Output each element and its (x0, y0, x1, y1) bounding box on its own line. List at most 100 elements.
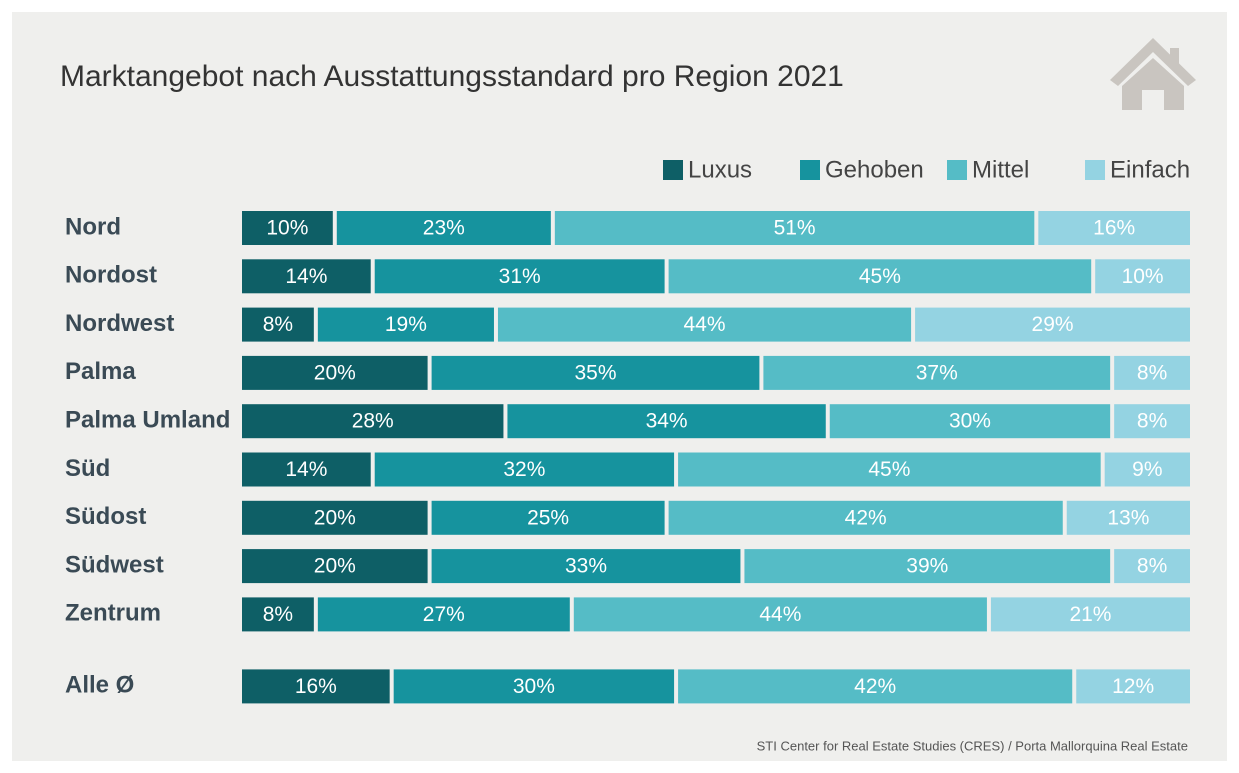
value-label: 51% (774, 217, 816, 240)
bar-segment (242, 259, 371, 294)
legend-label: Einfach (1110, 156, 1190, 183)
value-label: 20% (314, 555, 356, 578)
value-label: 16% (295, 675, 337, 698)
value-label: 37% (916, 361, 958, 384)
value-label: 20% (314, 506, 356, 529)
bar-segment (374, 259, 665, 294)
bar-segment (1104, 452, 1190, 487)
bar-segment (431, 355, 760, 390)
category-label: Südost (65, 503, 146, 530)
category-label: Nordost (65, 262, 157, 289)
house-icon (1110, 38, 1196, 110)
chart-title: Marktangebot nach Ausstattungsstandard p… (60, 60, 844, 93)
value-label: 28% (352, 410, 394, 433)
value-label: 14% (285, 458, 327, 481)
value-label: 8% (263, 313, 293, 336)
bar-segment (744, 549, 1111, 584)
value-label: 20% (314, 361, 356, 384)
value-label: 19% (385, 313, 427, 336)
legend-label: Mittel (972, 156, 1029, 183)
category-label: Südwest (65, 551, 164, 578)
bar-segment (668, 259, 1092, 294)
bar-segment (1114, 404, 1190, 439)
value-label: 8% (1137, 410, 1167, 433)
bar-segment (678, 669, 1073, 704)
category-label: Nord (65, 213, 121, 240)
value-label: 45% (868, 458, 910, 481)
value-label: 13% (1107, 506, 1149, 529)
category-label: Zentrum (65, 600, 161, 627)
bar-segment (242, 452, 371, 487)
bar-segment (915, 307, 1190, 342)
legend-swatch (800, 160, 820, 180)
value-label: 44% (684, 313, 726, 336)
source: STI Center for Real Estate Studies (CRES… (757, 738, 1188, 753)
bar-segment (242, 355, 428, 390)
bar-segment (1038, 211, 1190, 245)
bar-segment (763, 355, 1111, 390)
value-label: 8% (263, 603, 293, 626)
value-label: 25% (527, 506, 569, 529)
bar-segment (990, 597, 1190, 632)
bar-segment (242, 307, 314, 342)
bar-segment (242, 549, 428, 584)
bar-segment (1066, 500, 1190, 535)
category-label: Alle Ø (65, 672, 134, 699)
bar-segment (668, 500, 1063, 535)
value-label: 33% (565, 555, 607, 578)
category-label: Palma (65, 358, 136, 385)
value-label: 30% (513, 675, 555, 698)
value-label: 8% (1137, 555, 1167, 578)
bar-segment (374, 452, 675, 487)
value-label: 31% (499, 265, 541, 288)
bar-segment (431, 500, 665, 535)
bar-segment (1114, 549, 1190, 584)
bar-segment (1095, 259, 1190, 294)
bar-segment (497, 307, 912, 342)
value-label: 12% (1112, 675, 1154, 698)
bar-segment (507, 404, 826, 439)
bar-segment (317, 597, 570, 632)
bar-segment (829, 404, 1111, 439)
bar-segment (1114, 355, 1190, 390)
bar-segment (431, 549, 741, 584)
category-label: Süd (65, 455, 110, 482)
bar-segment (678, 452, 1101, 487)
bar-segment (242, 500, 428, 535)
value-label: 27% (423, 603, 465, 626)
value-label: 23% (423, 217, 465, 240)
legend-swatch (1085, 160, 1105, 180)
value-label: 14% (285, 265, 327, 288)
legend-label: Luxus (688, 156, 752, 183)
value-label: 9% (1132, 458, 1162, 481)
value-label: 39% (906, 555, 948, 578)
legend-swatch (947, 160, 967, 180)
value-label: 10% (266, 217, 308, 240)
legend-label: Gehoben (825, 156, 924, 183)
category-label: Nordwest (65, 310, 174, 337)
value-label: 29% (1032, 313, 1074, 336)
value-label: 42% (845, 506, 887, 529)
value-label: 42% (854, 675, 896, 698)
value-label: 45% (859, 265, 901, 288)
bar-segment (336, 211, 551, 245)
bar-segment (242, 669, 390, 704)
value-label: 10% (1122, 265, 1164, 288)
value-label: 21% (1069, 603, 1111, 626)
bar-segment (317, 307, 494, 342)
bar-segment (573, 597, 987, 632)
legend-swatch (663, 160, 683, 180)
bar-segment (393, 669, 675, 704)
value-label: 16% (1093, 217, 1135, 240)
bar-segment (242, 404, 504, 439)
category-label: Palma Umland (65, 407, 230, 434)
value-label: 44% (759, 603, 801, 626)
bar-segment (242, 597, 314, 632)
value-label: 32% (503, 458, 545, 481)
value-label: 34% (646, 410, 688, 433)
value-label: 8% (1137, 361, 1167, 384)
bar-segment (1076, 669, 1190, 704)
value-label: 30% (949, 410, 991, 433)
